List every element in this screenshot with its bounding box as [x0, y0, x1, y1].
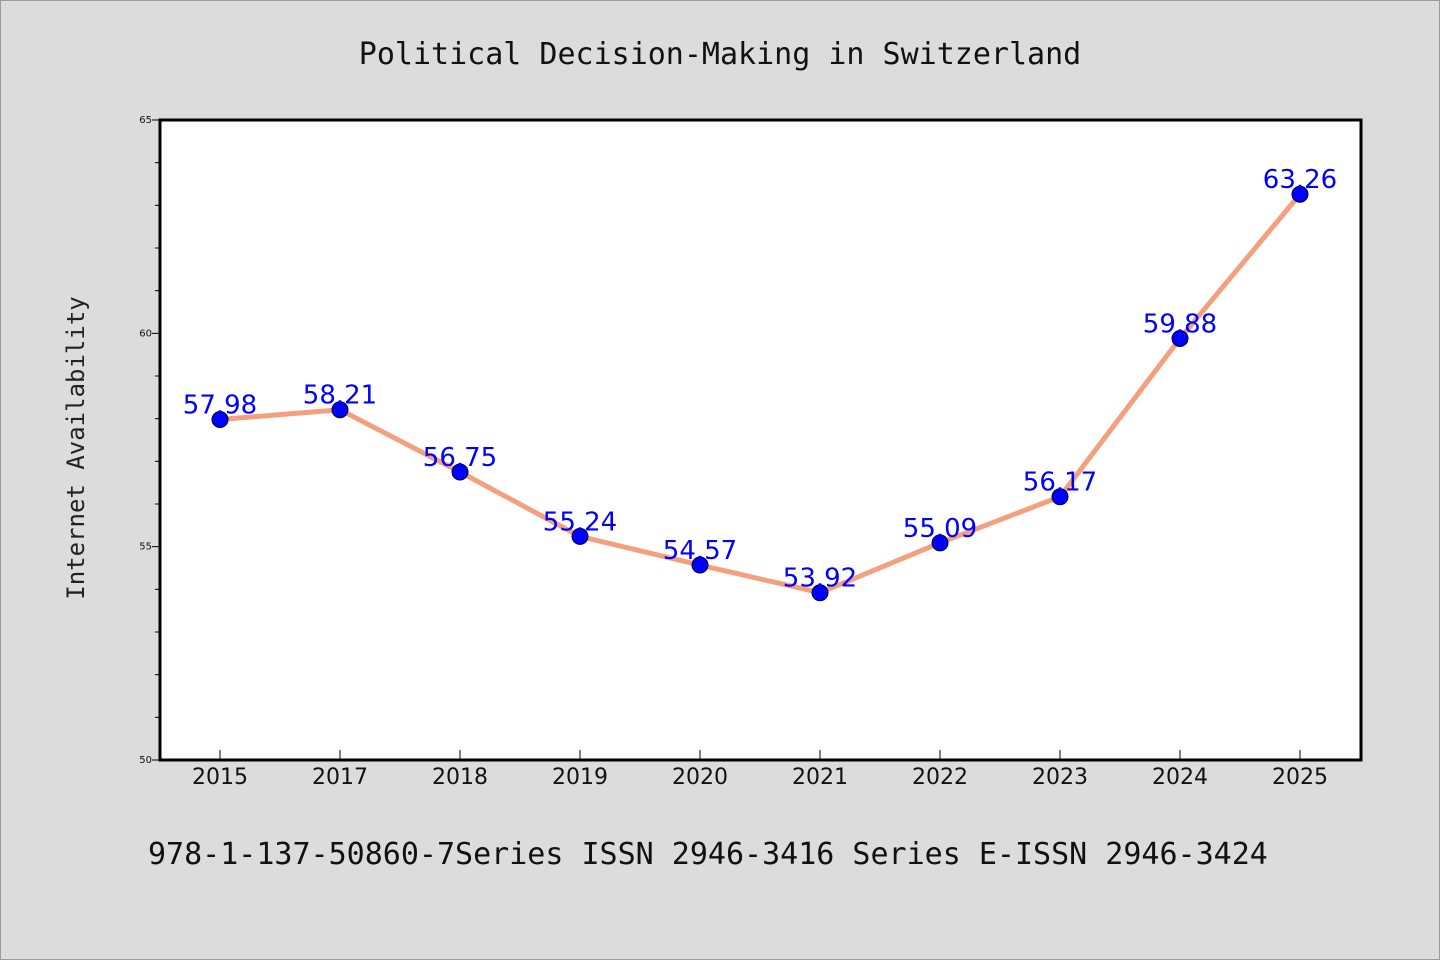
x-tick-label: 2021: [792, 765, 848, 790]
data-point-label: 55.24: [543, 507, 617, 537]
data-point-label: 57.98: [183, 391, 257, 421]
y-tick-label: 50: [139, 755, 152, 766]
y-tick-label: 55: [139, 542, 152, 553]
plot-area: [160, 120, 1361, 760]
x-tick-label: 2015: [192, 765, 248, 790]
data-point-marker: [931, 534, 949, 552]
data-point-marker: [331, 401, 349, 419]
plot-border: [158, 118, 1363, 762]
data-point-label: 53.92: [783, 564, 857, 594]
series-line: [217, 191, 1303, 596]
y-axis-label: Internet Availability: [62, 296, 90, 599]
x-tick-label: 2023: [1032, 765, 1088, 790]
footer-text: 978-1-137-50860-7Series ISSN 2946-3416 S…: [148, 837, 1268, 872]
data-point-label: 54.57: [663, 536, 737, 566]
y-axis-ticks: 50 55 60 65: [139, 115, 160, 766]
y-tick-label: 65: [139, 115, 152, 126]
data-point-marker: [571, 527, 589, 545]
data-point-label: 56.17: [1023, 468, 1097, 498]
data-markers: [211, 185, 1309, 602]
data-point-marker: [1051, 488, 1069, 506]
data-point-label: 55.09: [903, 514, 977, 544]
y-tick-label: 60: [139, 328, 152, 339]
x-tick-label: 2019: [552, 765, 608, 790]
x-tick-label: 2020: [672, 765, 728, 790]
data-point-marker: [451, 463, 469, 481]
data-point-label: 59.88: [1143, 309, 1217, 339]
data-point-label: 58.21: [303, 381, 377, 411]
data-labels: 57.98 58.21 56.75 55.24 54.57 53.92 55.09 56.17…: [183, 165, 1337, 594]
data-point-marker: [691, 556, 709, 574]
data-point-marker: [1291, 185, 1309, 203]
x-tick-label: 2017: [312, 765, 368, 790]
x-tick-label: 2018: [432, 765, 488, 790]
data-point-marker: [1171, 329, 1189, 347]
data-point-label: 63.26: [1263, 165, 1337, 195]
data-point-marker: [211, 411, 229, 429]
data-point-marker: [811, 584, 829, 602]
data-point-label: 56.75: [423, 443, 497, 473]
x-tick-label: 2025: [1272, 765, 1328, 790]
x-tick-label: 2022: [912, 765, 968, 790]
x-tick-label: 2024: [1152, 765, 1208, 790]
x-axis-ticks: 2015 2017 2018 2019 2020 2021 2022 2023 2024 2025: [192, 750, 1328, 790]
chart-title: Political Decision-Making in Switzerland: [359, 37, 1081, 72]
